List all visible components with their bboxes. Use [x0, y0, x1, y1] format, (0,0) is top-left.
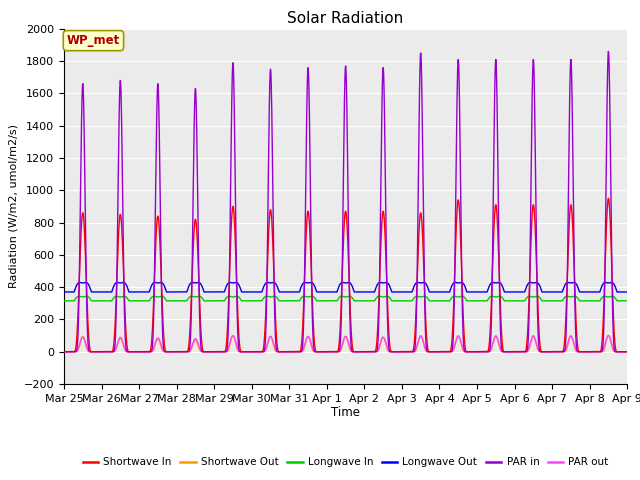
Y-axis label: Radiation (W/m2, umol/m2/s): Radiation (W/m2, umol/m2/s)	[8, 124, 18, 288]
Title: Solar Radiation: Solar Radiation	[287, 11, 404, 26]
X-axis label: Time: Time	[331, 407, 360, 420]
Legend: Shortwave In, Shortwave Out, Longwave In, Longwave Out, PAR in, PAR out: Shortwave In, Shortwave Out, Longwave In…	[78, 453, 613, 471]
Text: WP_met: WP_met	[67, 34, 120, 47]
